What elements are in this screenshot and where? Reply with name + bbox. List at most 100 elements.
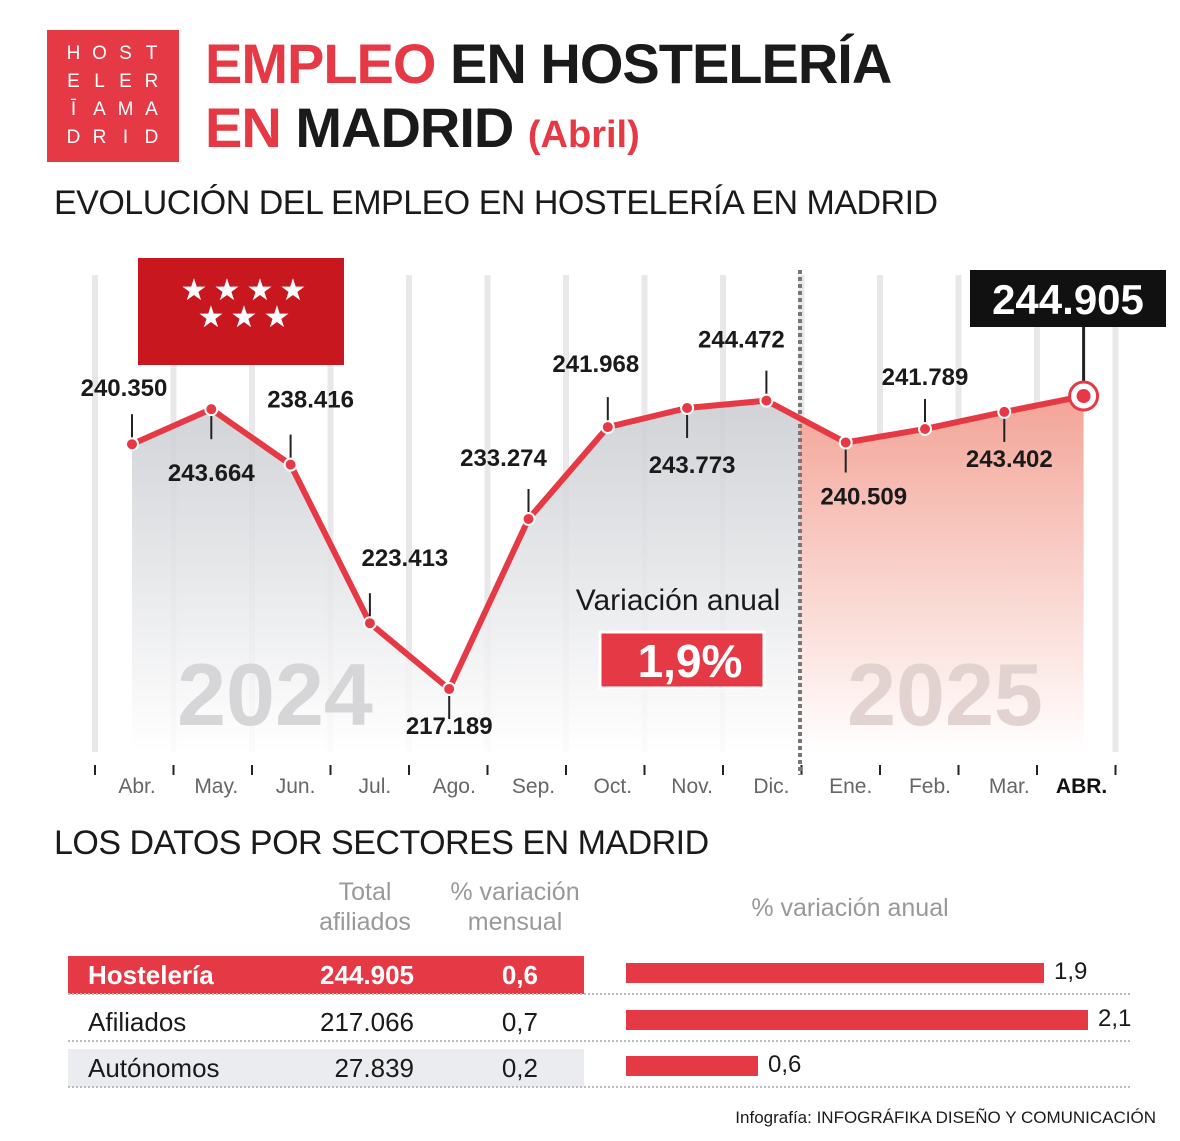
logo-letter: D [144,127,160,148]
sector-mensual: 0,6 [501,960,538,990]
x-tick-label: Feb. [909,775,951,798]
data-label: 223.413 [362,545,449,572]
sector-total: 244.905 [320,960,414,990]
x-tick-label: Sep. [512,775,555,798]
logo-letter: S [119,43,133,64]
data-point [838,435,853,450]
x-tick-label: May. [194,775,238,798]
logo-letter: H [66,43,82,64]
data-label: 241.789 [882,364,969,391]
logo-letter: I [122,127,130,148]
x-tick-label: Dic. [753,775,789,798]
annual-variation-box [598,630,766,690]
sector-total: 27.839 [334,1053,414,1083]
data-point [283,457,298,472]
data-point [204,402,219,417]
section-title-evolution: EVOLUCIÓN DEL EMPLEO EN HOSTELERÍA EN MA… [54,184,938,222]
x-tick-label: Ago. [433,775,476,798]
x-tick-label: Jun. [276,775,316,798]
data-label: 240.350 [81,375,168,402]
data-point [997,404,1012,419]
current-value-label: 244.905 [992,276,1144,323]
header-mensual: % variación mensual [450,878,580,936]
star-icon: ★ [231,301,258,334]
row-divider [68,1040,1130,1042]
star-icon: ★ [198,301,225,334]
table-row: Autónomos 27.839 0,2 [68,1049,584,1087]
logo-letter: D [66,127,82,148]
sector-name: Autónomos [88,1053,220,1083]
logo-letter: Ī [70,99,78,120]
logo-letter: E [67,71,81,92]
annual-variation-value: 2,1 [1098,1005,1132,1032]
year-label-2025: 2025 [847,645,1043,744]
annual-variation-bar [626,1010,1088,1030]
data-point [362,616,377,631]
x-tick-label: Oct. [594,775,633,798]
data-label: 240.509 [820,484,907,511]
footer-credit: Infografía: INFOGRÁFIKA DISEÑO Y COMUNIC… [735,1108,1156,1127]
x-tick-label: Mar. [989,775,1030,798]
madrid-flag [138,258,344,365]
line-chart: 2024 2025★ ★ ★ ★★ ★ ★240.350243.664238.416223.… [81,258,1166,798]
sector-mensual: 0,2 [501,1053,538,1083]
logo-letter: R [92,127,108,148]
logo-letter: A [93,99,107,120]
sector-name: Hostelería [88,960,214,990]
data-point [521,511,536,526]
table-row: Afiliados 217.066 0,7 [68,1003,584,1041]
data-point [918,421,932,436]
annual-variation-bar [626,1056,758,1076]
logo-letter: R [144,71,160,92]
area-2025 [800,396,1084,752]
logo-letter: A [145,99,159,120]
data-point [600,420,615,435]
row-divider [68,993,1130,995]
data-point [759,393,774,408]
data-label: 217.189 [406,713,493,740]
data-label: 233.274 [460,445,547,472]
star-icon: ★ [280,274,307,307]
logo-letter: O [92,43,108,64]
x-tick-label: Ene. [829,775,872,798]
data-label: 243.402 [966,446,1053,473]
year-label-2024: 2024 [177,645,373,744]
current-value-box [970,270,1166,327]
logo-letter: E [119,71,133,92]
star-icon: ★ [247,274,274,307]
data-point [680,401,695,416]
star-icon: ★ [264,301,291,334]
data-label: 241.968 [552,351,639,378]
x-tick-label: Jul. [359,775,392,798]
data-point [1076,389,1091,404]
data-label: 244.472 [698,327,785,354]
sector-name: Afiliados [88,1007,187,1037]
annual-variation-value: 0,6 [768,1051,802,1078]
logo-letter: M [117,99,135,120]
data-label: 243.664 [168,460,255,487]
header-anual: % variación anual [751,894,949,922]
logo-letter: L [94,71,106,92]
header-total: Total afiliados [319,878,411,936]
annual-variation-bar [626,963,1044,983]
annual-variation-value: 1,9 [1054,958,1088,985]
annual-variation-value: 1,9% [638,635,743,687]
data-label: 243.773 [649,452,736,479]
sector-mensual: 0,7 [501,1007,538,1037]
row-divider [68,1086,1130,1088]
star-icon: ★ [214,274,241,307]
title-line1: EMPLEO EN HOSTELERÍA [205,32,892,95]
data-point [125,437,139,452]
data-label: 238.416 [267,387,354,414]
x-tick-label: ABR. [1056,775,1107,798]
x-tick-label: Abr. [118,775,155,798]
star-icon: ★ [181,274,208,307]
annual-variation-label: Variación anual [576,584,781,617]
x-tick-label: Nov. [671,775,713,798]
section-title-sectors: LOS DATOS POR SECTORES EN MADRID [54,824,709,862]
sector-total: 217.066 [320,1007,414,1037]
table-row: Hostelería 244.905 0,6 [68,956,584,994]
title-line2: EN MADRID (Abril) [205,96,640,159]
